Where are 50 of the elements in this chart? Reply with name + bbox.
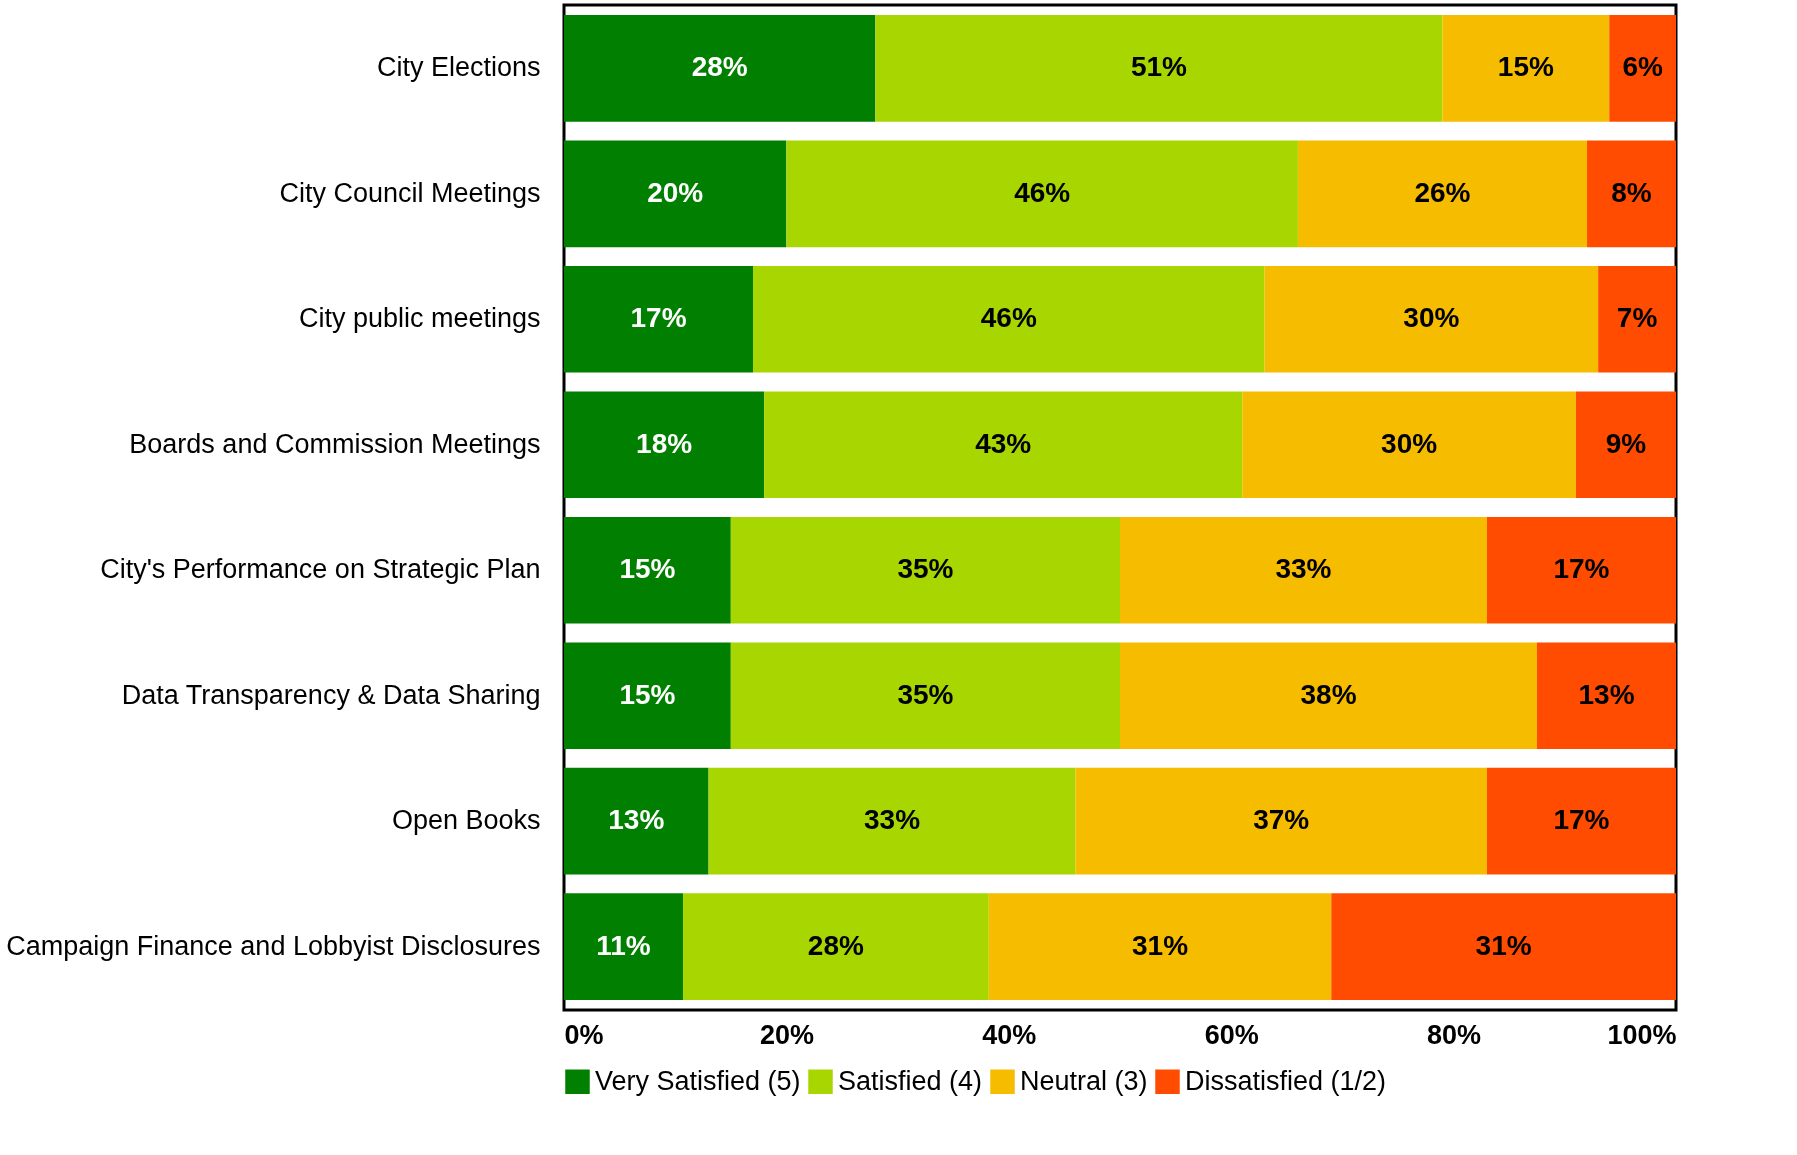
- data-label: 17%: [1553, 553, 1610, 585]
- data-label: 33%: [864, 804, 921, 836]
- data-label: 15%: [619, 553, 676, 585]
- data-label: 26%: [1414, 176, 1471, 208]
- data-label: 17%: [1553, 804, 1610, 836]
- data-label: 35%: [897, 678, 954, 710]
- data-label: 33%: [1275, 553, 1332, 585]
- x-tick-label: 0%: [564, 1019, 604, 1050]
- data-label: 43%: [975, 427, 1032, 459]
- data-label: 15%: [1497, 51, 1554, 83]
- data-label: 51%: [1130, 51, 1188, 83]
- data-label: 20%: [647, 176, 704, 208]
- legend-label: Neutral (3): [1020, 1065, 1148, 1096]
- data-label: 9%: [1605, 427, 1647, 459]
- legend-label: Dissatisfied (1/2): [1185, 1065, 1387, 1096]
- data-label: 17%: [630, 302, 687, 334]
- data-label: 30%: [1381, 427, 1438, 459]
- data-label: 8%: [1611, 176, 1652, 208]
- x-tick-label: 100%: [1607, 1019, 1677, 1050]
- data-label: 30%: [1403, 302, 1460, 334]
- legend-label: Satisfied (4): [838, 1065, 983, 1096]
- y-tick-label: Boards and Commission Meetings: [129, 428, 541, 459]
- legend-label: Very Satisfied (5): [595, 1065, 801, 1096]
- data-label: 7%: [1616, 302, 1658, 334]
- data-label: 28%: [807, 929, 865, 961]
- data-label: 18%: [636, 427, 693, 459]
- x-tick-label: 20%: [759, 1019, 814, 1050]
- data-label: 31%: [1132, 929, 1189, 961]
- data-label: 46%: [1014, 176, 1071, 208]
- y-tick-label: City's Performance on Strategic Plan: [100, 554, 541, 585]
- y-tick-label: City Elections: [376, 52, 541, 83]
- y-tick-label: Campaign Finance and Lobbyist Disclosures: [6, 930, 541, 961]
- y-tick-label: City public meetings: [298, 303, 541, 334]
- data-label: 13%: [608, 804, 665, 836]
- y-tick-label: Open Books: [391, 805, 541, 836]
- data-label: 37%: [1253, 804, 1310, 836]
- data-label: 46%: [980, 302, 1037, 334]
- data-label: 38%: [1300, 678, 1357, 710]
- data-label: 6%: [1622, 51, 1663, 83]
- y-tick-label: City Council Meetings: [279, 177, 541, 208]
- data-label: 15%: [619, 678, 676, 710]
- data-label: 13%: [1578, 678, 1635, 710]
- x-tick-label: 40%: [982, 1019, 1037, 1050]
- y-tick-label: Data Transparency & Data Sharing: [121, 679, 541, 710]
- data-label: 31%: [1475, 929, 1532, 961]
- data-label: 11%: [596, 929, 651, 961]
- x-tick-label: 80%: [1427, 1019, 1482, 1050]
- x-tick-label: 60%: [1204, 1019, 1259, 1050]
- data-label: 28%: [691, 51, 748, 83]
- data-label: 35%: [897, 553, 954, 585]
